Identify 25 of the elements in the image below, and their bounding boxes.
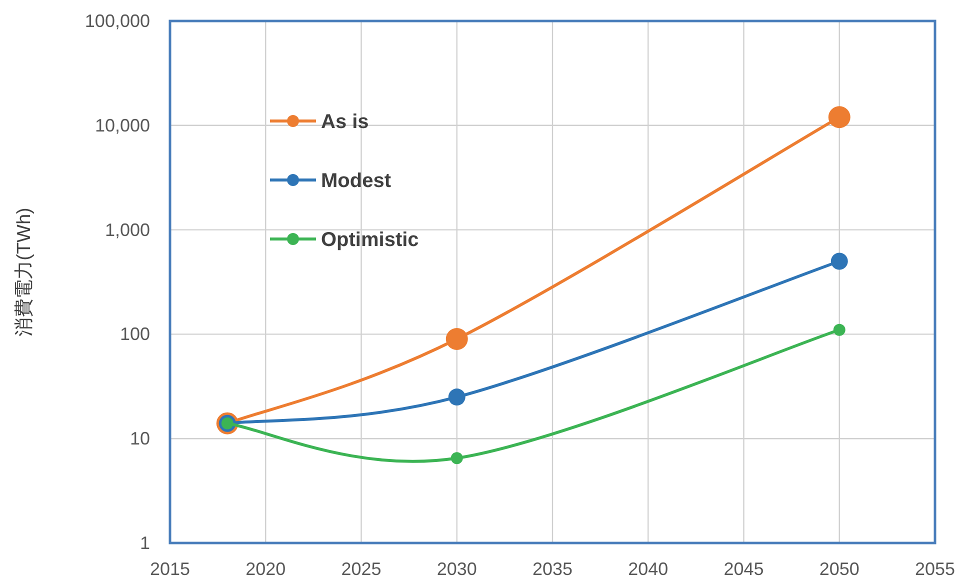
point [833,324,846,336]
legend-label: As is [321,111,369,133]
x-tick-label: 2055 [914,559,956,579]
point [450,452,463,464]
x-tick-label: 2035 [532,559,573,579]
y-axis-title: 消費電力(TWh) [14,208,35,336]
x-tick-label: 2045 [724,559,764,579]
x-tick-label: 2025 [341,559,382,579]
x-tick-label: 2050 [819,559,860,579]
point [446,328,468,350]
y-tick-label: 100 [120,324,150,344]
x-tick-label: 2040 [628,559,668,579]
legend-label: Optimistic [321,229,419,251]
point [448,388,466,406]
y-tick-label: 10,000 [94,115,150,136]
point [830,252,848,270]
point [828,106,850,128]
y-tick-label: 1,000 [104,220,150,240]
y-tick-label: 1 [140,533,150,553]
y-tick-label: 100,000 [84,11,150,31]
x-tick-label: 2030 [436,559,477,579]
y-tick-label: 10 [130,428,150,449]
x-tick-label: 2020 [246,559,286,579]
legend-label: Modest [321,170,392,192]
x-tick-label: 2015 [150,559,190,579]
